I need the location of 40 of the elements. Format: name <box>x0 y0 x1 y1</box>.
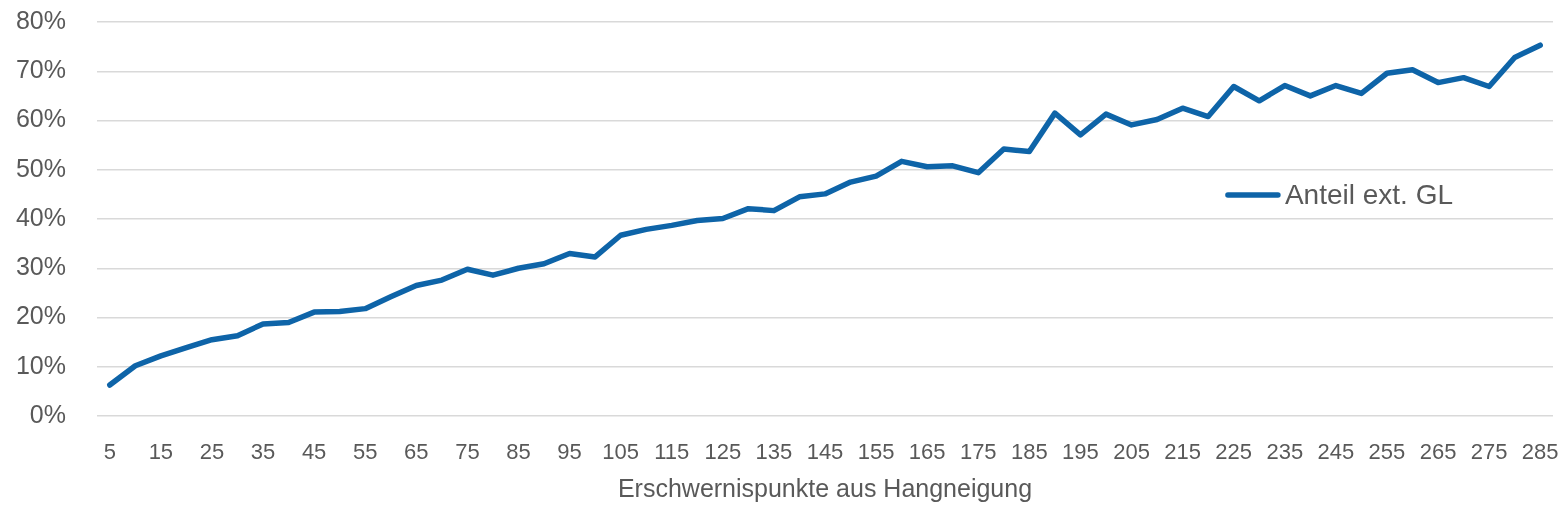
x-tick-label: 145 <box>806 439 844 465</box>
x-tick-label: 235 <box>1266 439 1304 465</box>
x-tick-label: 155 <box>857 439 895 465</box>
x-tick-label: 175 <box>959 439 997 465</box>
legend-label: Anteil ext. GL <box>1284 178 1454 210</box>
x-tick-label: 25 <box>199 439 225 465</box>
x-tick-label: 245 <box>1317 439 1355 465</box>
y-tick-label: 50% <box>15 153 66 182</box>
x-tick-label: 135 <box>755 439 793 465</box>
x-tick-label: 225 <box>1215 439 1253 465</box>
x-tick-label: 215 <box>1164 439 1201 465</box>
x-tick-label: 275 <box>1470 439 1508 465</box>
x-tick-label: 265 <box>1419 439 1457 465</box>
x-tick-label: 45 <box>301 439 327 465</box>
x-tick-label: 115 <box>654 439 690 465</box>
y-tick-label: 20% <box>15 301 66 330</box>
x-tick-label: 185 <box>1010 439 1048 465</box>
y-tick-label: 70% <box>15 55 66 84</box>
y-tick-label: 40% <box>15 202 66 231</box>
y-tick-label: 80% <box>15 5 66 34</box>
x-tick-label: 55 <box>352 439 378 465</box>
x-tick-label: 105 <box>602 439 640 465</box>
x-tick-label: 285 <box>1521 439 1559 465</box>
x-axis-title: Erschwernispunkte aus Hangneigung <box>617 473 1033 502</box>
x-tick-label: 165 <box>908 439 946 465</box>
x-tick-label: 85 <box>506 439 531 465</box>
x-tick-label: 35 <box>250 439 276 465</box>
x-tick-label: 205 <box>1113 439 1150 465</box>
y-tick-label: 10% <box>15 350 66 379</box>
x-tick-label: 95 <box>557 439 582 465</box>
y-tick-label: 0% <box>29 399 66 428</box>
y-tick-label: 30% <box>15 252 66 281</box>
x-tick-label: 125 <box>704 439 742 465</box>
x-tick-label: 75 <box>455 439 480 465</box>
y-tick-label: 60% <box>15 104 66 133</box>
x-tick-label: 255 <box>1368 439 1406 465</box>
x-tick-label: 195 <box>1062 439 1099 465</box>
x-tick-label: 15 <box>148 439 174 465</box>
x-tick-label: 5 <box>103 439 116 465</box>
x-tick-label: 65 <box>404 439 429 465</box>
